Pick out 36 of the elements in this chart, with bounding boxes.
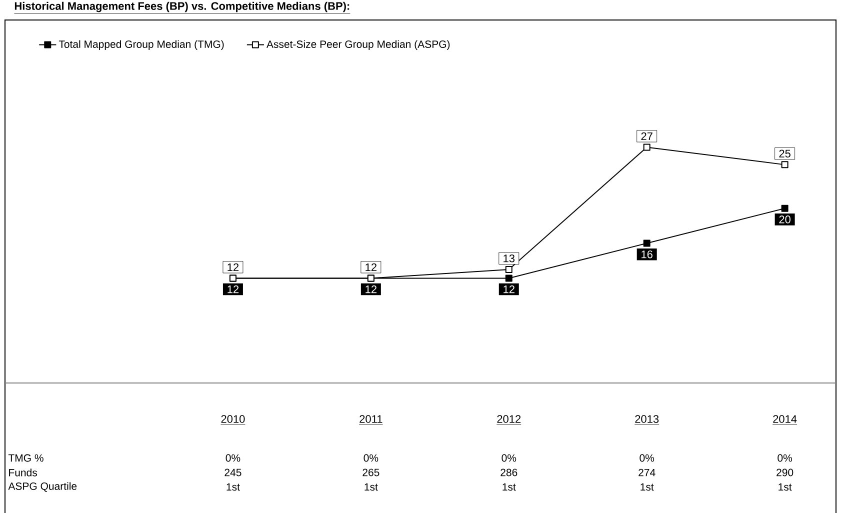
chart-title: Historical Management Fees (BP) vs. Competitive Medians (BP): — [14, 2, 350, 12]
data-label: 12 — [228, 285, 239, 294]
data-label: 12 — [504, 285, 514, 294]
text: 0% — [226, 454, 240, 462]
x-tick-label: 2011 — [360, 415, 382, 423]
text: 274 — [638, 468, 656, 476]
data-label: 12 — [366, 263, 376, 272]
data-label: 25 — [779, 150, 790, 158]
text: 290 — [776, 468, 794, 476]
text: 1st — [778, 483, 792, 491]
text: TMG % — [8, 454, 44, 462]
text: ASPG Quartile — [8, 482, 77, 492]
data-label: 27 — [641, 132, 652, 140]
x-tick-label: 2010 — [221, 415, 245, 423]
data-label: 12 — [366, 285, 376, 294]
legend-label: Asset-Size Peer Group Median (ASPG) — [266, 40, 450, 50]
x-tick-label: 2012 — [497, 415, 521, 423]
text: 286 — [500, 468, 518, 476]
text: Funds — [9, 468, 37, 476]
text: 0% — [778, 454, 792, 462]
data-label: 13 — [504, 254, 515, 262]
x-tick-label: 2014 — [773, 415, 797, 423]
legend-label: Total Mapped Group Median (TMG) — [58, 40, 224, 50]
text: 0% — [364, 454, 378, 462]
text: 265 — [362, 468, 380, 476]
x-tick-label: 2013 — [635, 415, 659, 423]
data-label: 20 — [779, 216, 790, 224]
text: 245 — [224, 468, 242, 476]
text: 1st — [502, 483, 516, 491]
text: 0% — [502, 454, 516, 462]
data-label: 16 — [642, 250, 652, 258]
data-label: 12 — [228, 263, 239, 272]
text: 1st — [640, 483, 654, 491]
text: 1st — [364, 483, 378, 491]
text: 0% — [640, 454, 654, 462]
text: 1st — [226, 483, 240, 491]
